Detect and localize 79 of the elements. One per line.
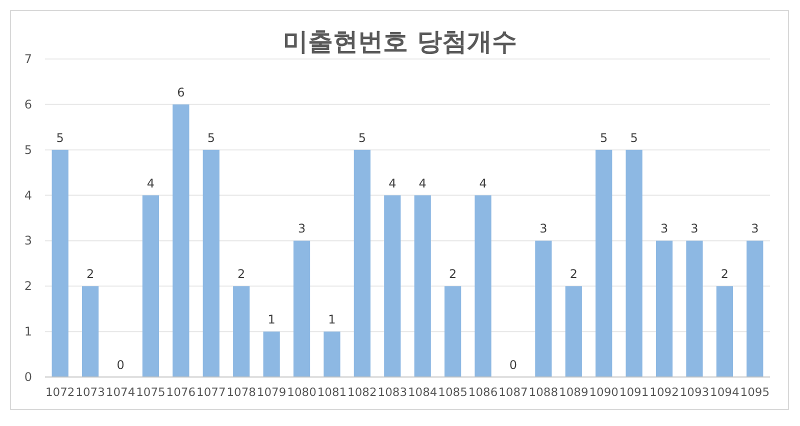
bar	[354, 150, 370, 377]
x-tick-label: 1077	[196, 385, 226, 399]
bar	[324, 332, 340, 377]
bar	[414, 195, 431, 377]
bar	[233, 286, 250, 377]
y-tick-label: 0	[24, 370, 32, 384]
data-label: 3	[751, 222, 759, 236]
y-tick-label: 4	[24, 188, 32, 202]
x-tick-label: 1078	[226, 385, 256, 399]
bar	[293, 240, 310, 377]
data-label: 5	[207, 130, 215, 145]
x-tick-label: 1090	[589, 385, 618, 399]
bar	[142, 195, 160, 377]
y-tick-label: 1	[24, 324, 32, 339]
bar	[263, 332, 280, 377]
data-label: 1	[268, 312, 276, 327]
bar	[746, 240, 764, 377]
data-label: 0	[509, 358, 518, 372]
bar	[596, 150, 612, 377]
data-label: 5	[358, 130, 366, 145]
x-tick-label: 1093	[680, 385, 710, 399]
data-label: 2	[720, 267, 729, 282]
data-label: 4	[388, 176, 396, 190]
data-label: 5	[630, 130, 638, 145]
bar	[52, 150, 68, 377]
y-tick-label: 7	[24, 52, 32, 66]
x-tick-label: 1088	[528, 385, 558, 399]
data-label: 6	[177, 85, 185, 100]
y-tick-label: 5	[24, 142, 32, 157]
x-tick-label: 1072	[45, 385, 75, 399]
y-tick-label: 2	[24, 279, 32, 294]
x-tick-label: 1075	[136, 385, 166, 399]
x-tick-label: 1092	[650, 385, 679, 399]
x-tick-label: 1074	[106, 385, 136, 399]
data-label: 4	[146, 176, 155, 190]
x-tick-label: 1084	[408, 385, 438, 399]
y-tick-label: 6	[24, 97, 32, 112]
chart-title: 미출현번호 당첨개수	[283, 27, 517, 56]
data-label: 4	[418, 176, 426, 190]
data-label: 3	[660, 222, 668, 236]
x-tick-label: 1094	[710, 385, 740, 399]
bar	[565, 286, 582, 377]
bar	[535, 240, 552, 377]
x-tick-label: 1081	[317, 385, 347, 399]
bar	[474, 195, 492, 377]
x-tick-label: 1091	[619, 385, 649, 399]
data-label: 5	[56, 130, 64, 145]
bar	[202, 150, 220, 377]
x-tick-label: 1083	[378, 385, 408, 399]
x-tick-label: 1085	[438, 385, 468, 399]
bar	[82, 286, 99, 377]
data-label: 3	[298, 222, 306, 236]
data-label: 0	[116, 358, 124, 372]
x-tick-label: 1079	[256, 385, 286, 399]
data-label: 2	[86, 267, 94, 282]
bar	[686, 240, 703, 377]
bar	[716, 286, 733, 377]
x-tick-label: 1095	[740, 385, 770, 399]
data-label: 4	[479, 176, 487, 190]
x-tick-label: 1076	[166, 385, 196, 399]
x-tick-label: 1080	[287, 385, 316, 399]
x-tick-label: 1089	[559, 385, 588, 399]
x-tick-label: 1086	[468, 385, 498, 399]
x-tick-label: 1073	[76, 385, 105, 399]
bar	[444, 286, 462, 377]
data-label: 2	[238, 267, 246, 282]
data-label: 3	[540, 222, 548, 236]
x-tick-label: 1082	[348, 385, 377, 399]
x-tick-label: 1087	[498, 385, 528, 399]
data-label: 3	[690, 222, 698, 236]
bar	[172, 104, 190, 377]
bar	[626, 150, 642, 377]
data-label: 5	[600, 130, 608, 145]
bar	[384, 195, 401, 377]
data-label: 2	[448, 267, 457, 282]
data-label: 2	[570, 267, 578, 282]
y-tick-label: 3	[24, 234, 32, 248]
bar	[656, 240, 673, 377]
data-label: 1	[328, 312, 336, 327]
